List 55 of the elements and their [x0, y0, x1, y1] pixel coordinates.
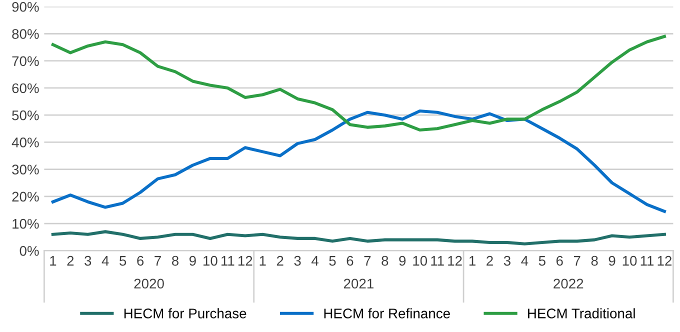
line-series — [51, 109, 666, 213]
line-series — [51, 34, 666, 132]
x-tick-label: 11 — [640, 256, 654, 266]
x-tick-label: 7 — [364, 256, 371, 266]
line-series — [51, 230, 666, 246]
y-tick-label: 30% — [12, 164, 39, 174]
x-tick-label: 4 — [521, 256, 528, 266]
x-tick-label: 7 — [154, 256, 161, 266]
text: 2020 — [134, 278, 164, 289]
x-tick-label: 10 — [622, 256, 637, 266]
x-tick-label: 6 — [556, 256, 563, 266]
x-tick-label: 11 — [431, 256, 444, 266]
x-tick-label: 3 — [294, 256, 301, 266]
x-tick-label: 9 — [399, 256, 406, 266]
legend-label: HECM Traditional — [528, 308, 635, 318]
x-tick-label: 6 — [137, 256, 144, 266]
x-tick-label: 8 — [591, 256, 598, 266]
x-tick-label: 5 — [329, 256, 336, 266]
x-tick-label: 5 — [120, 256, 126, 266]
y-tick-label: 40% — [12, 138, 39, 148]
text: 2022 — [554, 278, 584, 289]
x-tick-label: 4 — [311, 256, 318, 266]
x-tick-label: 11 — [222, 256, 234, 266]
legend-label: HECM for Purchase — [124, 308, 246, 318]
text: 2021 — [344, 278, 374, 289]
y-tick-label: 80% — [12, 29, 39, 39]
y-tick-label: 0% — [20, 246, 39, 256]
x-tick-label: 12 — [238, 256, 252, 266]
y-tick-label: 50% — [12, 110, 39, 120]
x-tick-label: 3 — [504, 256, 510, 266]
y-tick-label: 70% — [12, 56, 39, 66]
x-tick-label: 4 — [102, 256, 109, 266]
x-tick-label: 6 — [346, 256, 354, 266]
x-tick-label: 3 — [84, 256, 92, 266]
x-tick-label: 10 — [204, 256, 218, 266]
x-tick-label: 9 — [190, 256, 196, 266]
x-tick-label: 10 — [413, 256, 428, 266]
x-tick-label: 8 — [172, 256, 178, 266]
x-tick-label: 5 — [538, 256, 546, 266]
x-tick-label: 2 — [67, 256, 74, 266]
x-tick-label: 12 — [448, 256, 462, 266]
y-tick-label: 90% — [12, 2, 39, 12]
x-tick-label: 1 — [260, 256, 266, 266]
legend-label: HECM for Refinance — [324, 308, 450, 318]
y-tick-label: 10% — [12, 218, 39, 229]
y-tick-label: 20% — [12, 192, 39, 202]
x-tick-label: 8 — [382, 256, 388, 266]
x-tick-label: 7 — [574, 256, 580, 266]
x-tick-label: 1 — [50, 256, 56, 266]
x-tick-label: 2 — [486, 256, 493, 266]
x-tick-label: 9 — [608, 256, 616, 266]
x-tick-label: 1 — [469, 256, 476, 266]
x-tick-label: 12 — [658, 256, 672, 266]
x-tick-label: 2 — [276, 256, 284, 266]
y-tick-label: 60% — [12, 83, 39, 94]
